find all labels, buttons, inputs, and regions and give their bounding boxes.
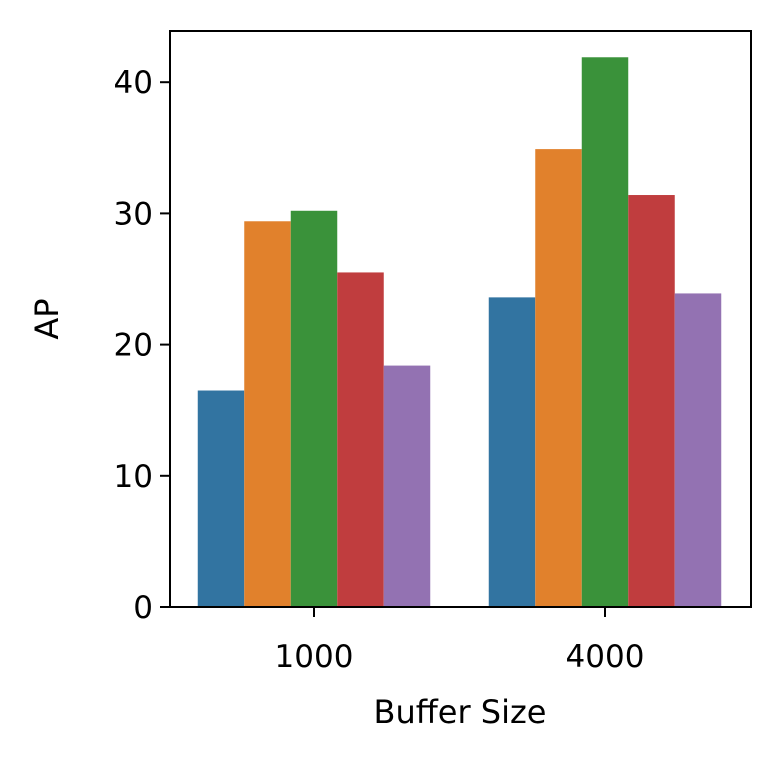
y-tick-label: 20 — [114, 328, 153, 364]
bar-4000-series-1 — [488, 297, 536, 607]
bar-1000-series-2 — [244, 221, 291, 607]
y-tick-label: 40 — [114, 65, 153, 101]
bar-4000-series-4 — [628, 195, 675, 607]
bar-4000-series-5 — [674, 293, 722, 607]
plot-frame — [169, 30, 752, 608]
bar-1000-series-4 — [337, 272, 384, 607]
bar-1000-series-3 — [290, 210, 338, 607]
bar-1000-series-1 — [197, 390, 245, 607]
bar-4000-series-3 — [581, 57, 629, 607]
x-tick-label: 4000 — [566, 639, 645, 675]
y-axis: 0 10 20 30 40 — [114, 65, 170, 626]
y-tick-label: 0 — [133, 590, 153, 626]
bar-4000-series-2 — [535, 149, 582, 608]
bars-group — [197, 57, 722, 608]
bar-1000-series-5 — [383, 365, 431, 607]
x-axis-label: Buffer Size — [374, 693, 547, 731]
y-axis-label: AP — [28, 298, 66, 339]
x-axis: 1000 4000 — [275, 607, 645, 675]
y-tick-label: 30 — [114, 196, 153, 232]
y-tick-label: 10 — [114, 459, 153, 495]
x-tick-label: 1000 — [275, 639, 354, 675]
